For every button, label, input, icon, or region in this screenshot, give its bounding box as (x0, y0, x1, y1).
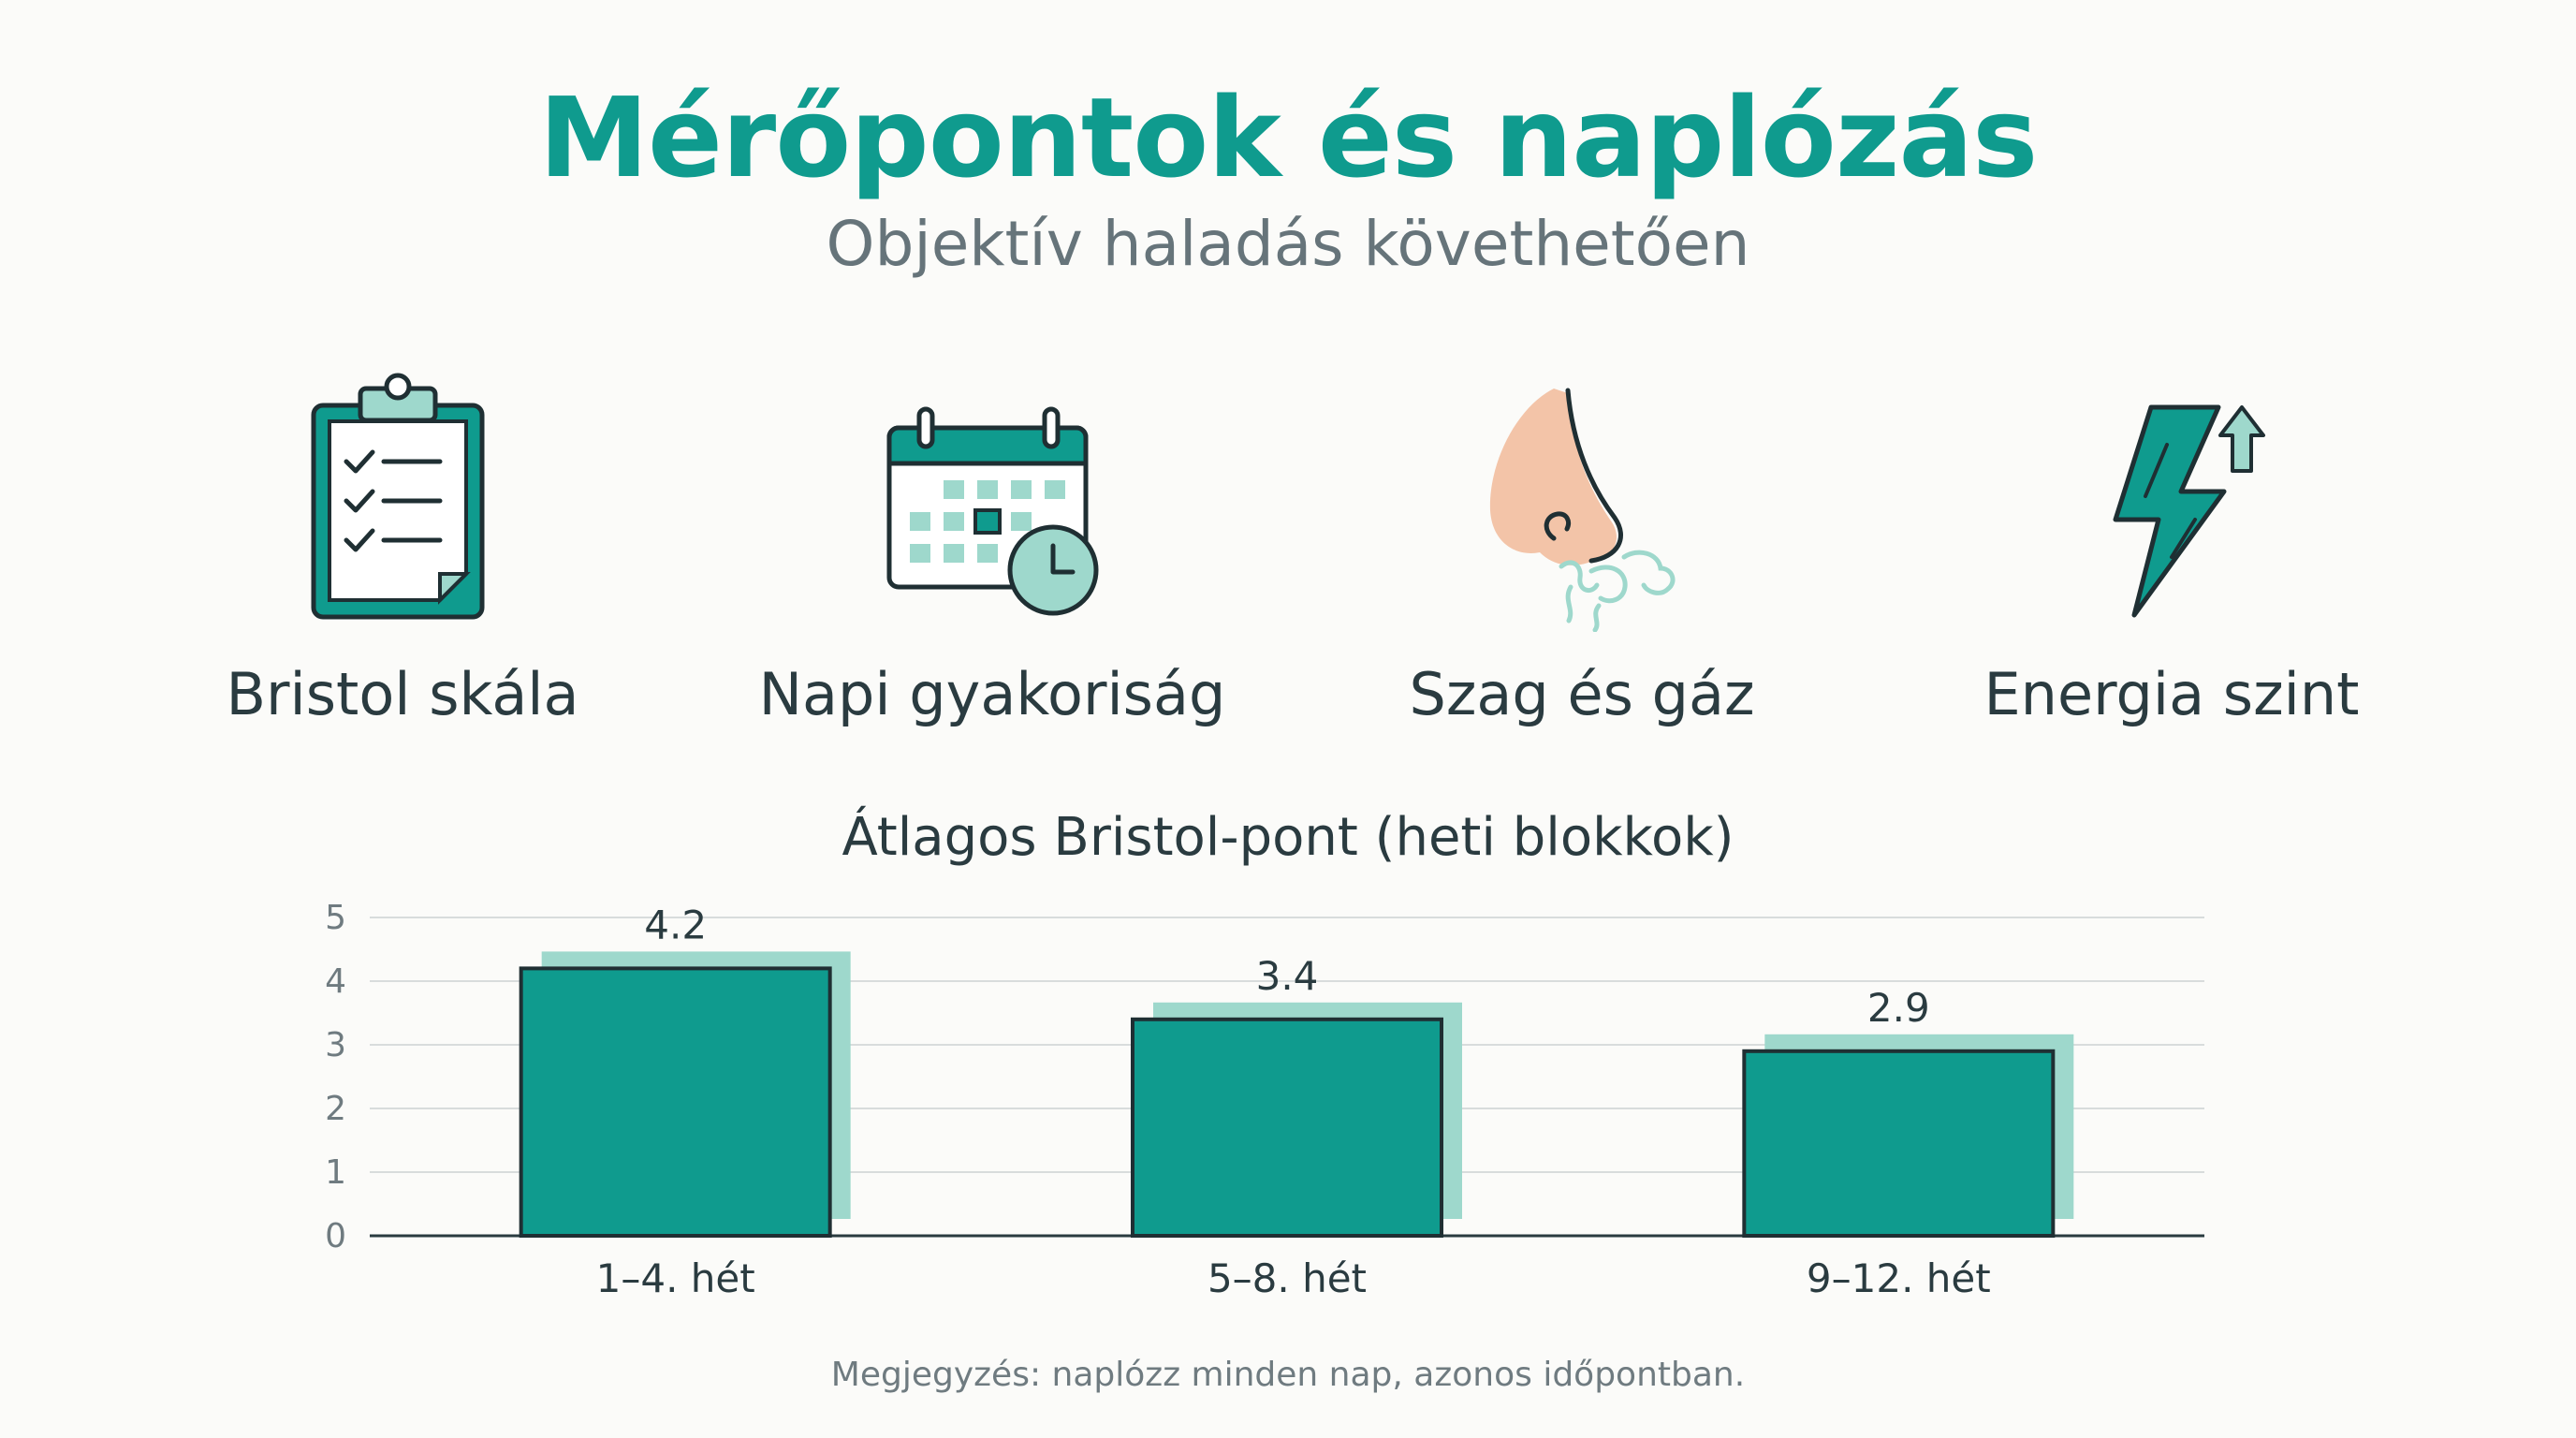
data-label: 3.4 (1256, 953, 1319, 999)
page-title: Mérőpontok és naplózás (538, 73, 2039, 202)
metric-label: Bristol skála (226, 660, 579, 728)
y-tick-label: 5 (325, 899, 346, 937)
chart-title: Átlagos Bristol-pont (heti blokkok) (842, 807, 1734, 868)
calendar-clock-icon (886, 406, 1099, 616)
metric-energy-level: Energia szint (1872, 370, 2471, 744)
bar (519, 966, 832, 1239)
clipboard-checklist-icon (311, 373, 485, 620)
metric-smell-gas: Szag és gáz (1282, 370, 1881, 744)
x-tick-label: 1–4. hét (596, 1255, 755, 1301)
nose-smell-icon (1489, 388, 1676, 632)
metric-label: Napi gyakoriság (758, 660, 1226, 728)
y-tick-label: 4 (325, 962, 346, 1001)
footnote: Megjegyzés: naplózz minden nap, azonos i… (830, 1356, 1746, 1394)
x-tick-label: 9–12. hét (1807, 1255, 1991, 1301)
lightning-up-arrow-icon (2113, 404, 2265, 618)
metric-label: Szag és gáz (1409, 660, 1755, 728)
y-tick-label: 2 (325, 1090, 346, 1128)
bar-chart: 0 1 2 3 4 5 4.2 1–4. hét 3.4 5–8. hét 2.9 9–12. hét (325, 899, 2204, 1301)
y-tick-label: 1 (325, 1153, 346, 1192)
metric-daily-frequency: Napi gyakoriság (693, 370, 1292, 744)
bar (1742, 1049, 2056, 1238)
metric-bristol-scale: Bristol skála (103, 370, 702, 744)
bar (1131, 1017, 1443, 1238)
data-label: 4.2 (644, 902, 707, 947)
metric-label: Energia szint (1983, 660, 2360, 728)
data-label: 2.9 (1867, 985, 1930, 1031)
page-subtitle: Objektív haladás követhetően (826, 208, 1750, 280)
y-tick-label: 0 (325, 1217, 346, 1255)
y-tick-label: 3 (325, 1026, 346, 1064)
x-tick-label: 5–8. hét (1208, 1255, 1367, 1301)
